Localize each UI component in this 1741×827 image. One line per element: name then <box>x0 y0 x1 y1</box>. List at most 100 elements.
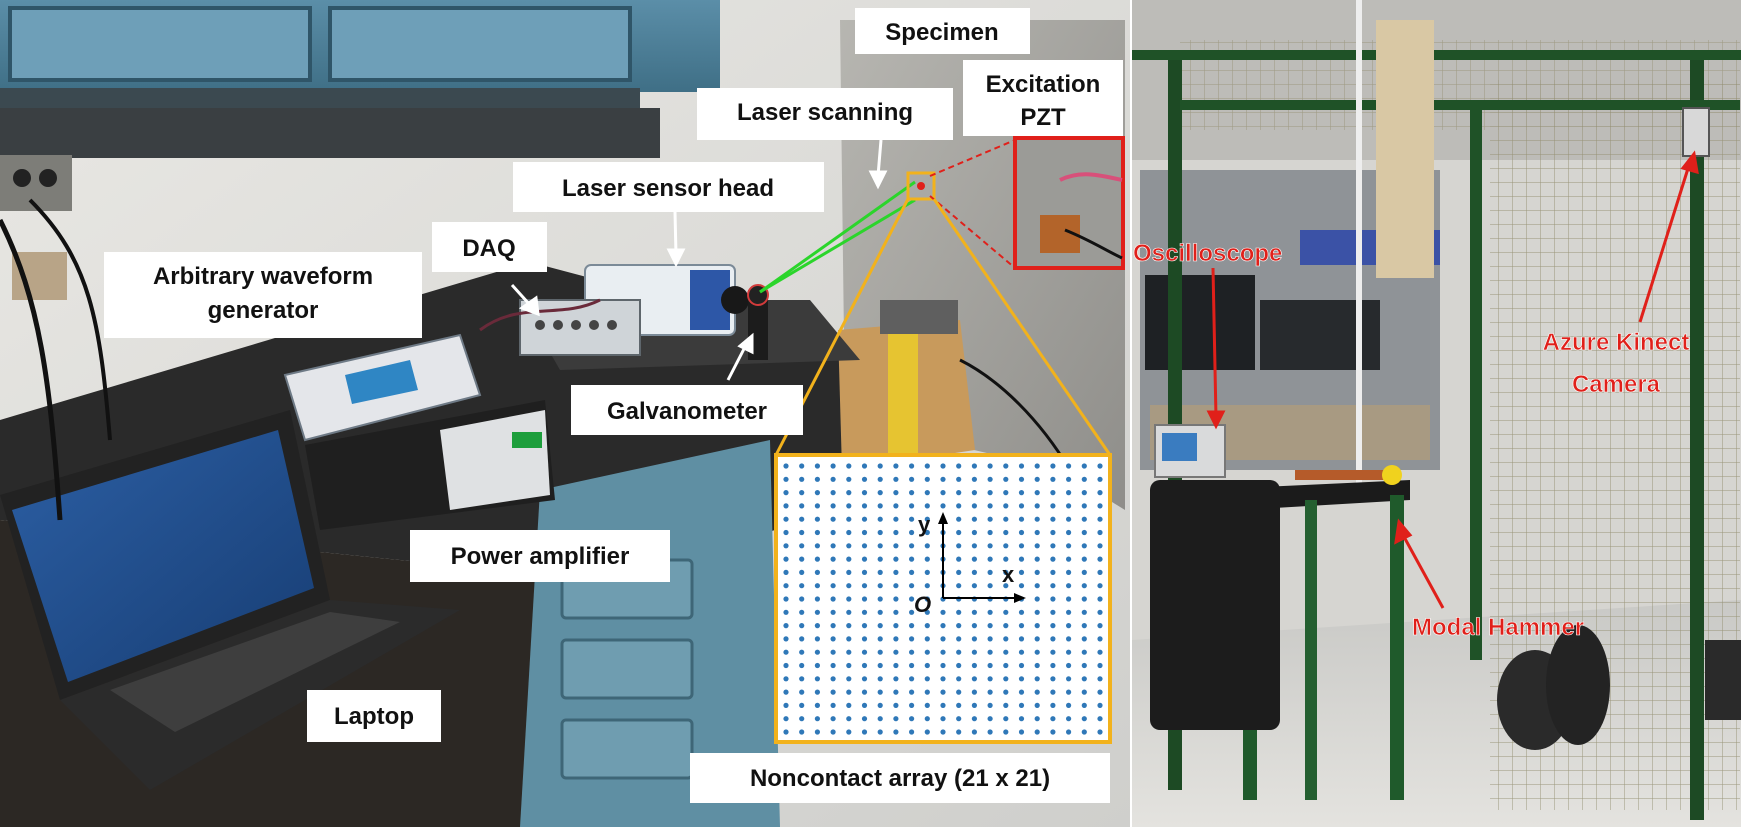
grid-point <box>971 529 978 536</box>
grid-point <box>987 716 993 722</box>
grid-point <box>799 490 805 496</box>
grid-point <box>1018 569 1025 576</box>
grid-point <box>924 583 930 589</box>
grid-point <box>877 476 883 482</box>
grid-point <box>814 636 821 642</box>
grid-point <box>956 543 962 549</box>
grid-point <box>940 649 946 655</box>
stand-leg <box>1305 500 1317 800</box>
grid-point <box>846 503 852 509</box>
grid-point <box>846 529 852 536</box>
grid-point <box>1034 662 1040 669</box>
grid-point <box>846 543 852 549</box>
grid-point <box>1003 662 1009 669</box>
grid-point <box>877 583 883 589</box>
grid-point <box>971 463 978 469</box>
grid-point <box>924 503 930 509</box>
grid-point <box>909 662 915 669</box>
grid-point <box>924 516 930 522</box>
grid-point <box>1050 609 1056 615</box>
arrow-galvanometer <box>726 344 748 381</box>
arrow-kinect <box>1638 161 1692 323</box>
grid-point <box>956 623 962 629</box>
grid-point <box>1066 503 1072 509</box>
grid-point <box>940 729 946 735</box>
grid-point <box>814 649 821 655</box>
grid-point <box>783 662 789 669</box>
grid-point <box>1097 476 1103 482</box>
grid-point <box>1097 676 1103 682</box>
grid-point <box>799 662 805 669</box>
grid-point <box>893 490 899 496</box>
grid-point <box>987 529 993 536</box>
grid-point <box>1066 596 1072 602</box>
grid-point <box>1034 636 1040 642</box>
grid-point <box>1081 463 1087 469</box>
label-laser-sensor-head: Laser sensor head <box>562 175 774 202</box>
grid-point <box>1097 490 1103 496</box>
grid-point <box>1034 503 1040 509</box>
grid-point <box>956 716 962 722</box>
grid-point <box>799 649 805 655</box>
grid-point <box>924 729 930 735</box>
grid-point <box>814 662 821 669</box>
grid-point <box>1066 490 1072 496</box>
grid-point <box>799 583 805 589</box>
grid-point <box>799 596 805 602</box>
axis-y-label: y <box>918 512 931 537</box>
origin-label: O <box>914 592 931 617</box>
grid-point <box>956 490 962 496</box>
grid-point <box>846 569 852 576</box>
left-photo: y x O Specimen Excitation PZT Laser scan… <box>0 0 1130 827</box>
grid-point <box>987 583 993 589</box>
grid-point <box>940 503 946 509</box>
grid-point <box>1066 583 1072 589</box>
grid-point <box>909 529 915 536</box>
grid-point <box>987 609 993 615</box>
grid-point <box>1081 662 1087 669</box>
grid-point <box>846 583 852 589</box>
equipment-case <box>1150 480 1280 730</box>
grid-point <box>861 490 868 496</box>
grid-point <box>877 463 883 469</box>
grid-point <box>924 543 930 549</box>
grid-point <box>893 702 899 709</box>
grid-point <box>830 676 836 682</box>
grid-point <box>877 516 883 522</box>
grid-point <box>861 556 868 562</box>
grid-point <box>877 490 883 496</box>
grid-point <box>1018 649 1025 655</box>
grid-point <box>987 556 993 562</box>
grid-point <box>1050 649 1056 655</box>
grid-point <box>799 716 805 722</box>
grid-point <box>799 636 805 642</box>
grid-point <box>909 463 915 469</box>
grid-point <box>1003 569 1009 576</box>
grid-point <box>1097 662 1103 669</box>
grid-point <box>893 569 899 576</box>
grid-point <box>783 676 789 682</box>
grid-point <box>814 609 821 615</box>
frame-post <box>1470 100 1482 660</box>
grid-point <box>1034 516 1040 522</box>
grid-point <box>956 529 962 536</box>
grid-point <box>830 503 836 509</box>
grid-point <box>893 636 899 642</box>
grid-point <box>814 490 821 496</box>
grid-point <box>987 689 993 695</box>
grid-point <box>971 516 978 522</box>
grid-point <box>814 583 821 589</box>
grid-point <box>830 543 836 549</box>
grid-point <box>909 623 915 629</box>
grid-point <box>1081 583 1087 589</box>
grid-point <box>1081 649 1087 655</box>
grid-point <box>861 529 868 536</box>
grid-point <box>783 476 789 482</box>
grid-point <box>1081 623 1087 629</box>
grid-point <box>830 556 836 562</box>
grid-point <box>1050 596 1056 602</box>
grid-point <box>924 636 930 642</box>
grid-point <box>924 649 930 655</box>
grid-point <box>940 476 946 482</box>
